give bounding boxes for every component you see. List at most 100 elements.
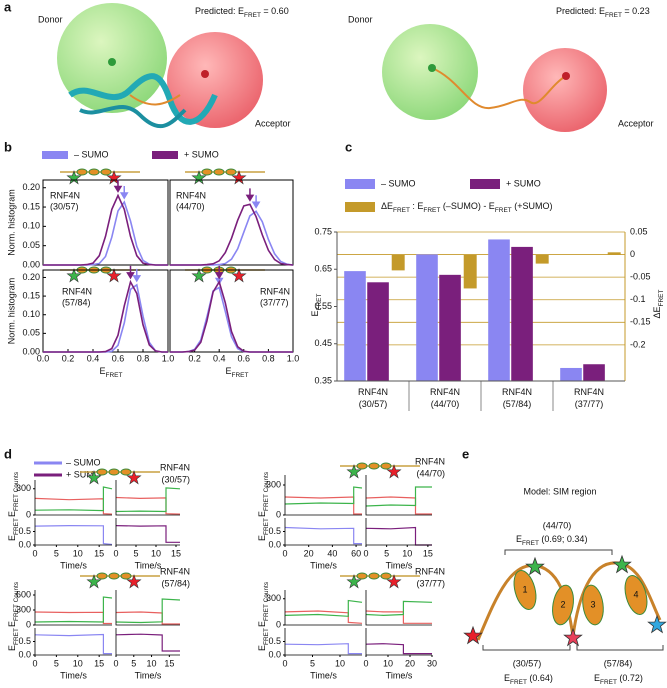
x-tick-line: (37/77) bbox=[575, 399, 604, 409]
y2-tick-label: 0.5 bbox=[268, 526, 281, 536]
acceptor-label: Acceptor bbox=[255, 118, 291, 128]
x-tick-label: 5 bbox=[384, 548, 389, 558]
panel-letter: b bbox=[4, 139, 12, 154]
y2-tick-label: 0 bbox=[630, 249, 635, 259]
peak-arrow bbox=[113, 179, 123, 193]
axes bbox=[284, 475, 362, 546]
x-tick-line: RNF4N bbox=[430, 387, 460, 397]
construct-sim bbox=[380, 462, 392, 470]
x-tick-label: 0 bbox=[363, 658, 368, 668]
trace-line bbox=[284, 496, 362, 515]
construct-sim bbox=[100, 168, 112, 176]
y-tick-label: 300 bbox=[266, 593, 281, 603]
y2-tick-label: -0.05 bbox=[630, 272, 651, 282]
construct-label: RNF4N bbox=[160, 462, 190, 472]
x-tick-label: RNF4N (44/70) bbox=[430, 387, 460, 409]
x-tick-label: 0 bbox=[32, 548, 37, 558]
x-tick-label: 0 bbox=[113, 548, 118, 558]
y2-axis-label-part: FRET bbox=[13, 518, 20, 535]
y-tick-label: 0.55 bbox=[314, 301, 332, 311]
legend-label: + SUMO bbox=[66, 469, 101, 479]
construct-sim bbox=[120, 468, 132, 476]
donor-label: Donor bbox=[348, 14, 373, 24]
construct-sim bbox=[225, 168, 237, 176]
y2-axis-label-part: E bbox=[257, 535, 267, 541]
legend-swatch bbox=[42, 151, 68, 159]
construct-sim bbox=[108, 468, 120, 476]
trace-line bbox=[365, 610, 432, 624]
trace-line bbox=[34, 486, 113, 512]
x-tick-label: 5 bbox=[133, 548, 138, 558]
construct-label: RNF4N bbox=[415, 456, 445, 466]
y-tick-label: 0.65 bbox=[314, 264, 332, 274]
y-axis-label: EFRET Counts bbox=[7, 472, 19, 517]
x-tick-label: 10 bbox=[383, 658, 393, 668]
y-axis-label-part: FRET bbox=[316, 294, 323, 311]
x-tick-label: 0 bbox=[113, 658, 118, 668]
legend-label-part: (+SUMO) bbox=[512, 201, 553, 211]
trace-line bbox=[115, 598, 181, 624]
legend-label: – SUMO bbox=[66, 457, 101, 467]
y2-axis-label-part: FRET bbox=[658, 290, 665, 307]
y2-tick-label: -0.1 bbox=[630, 294, 646, 304]
y2-tick-label: -0.15 bbox=[630, 317, 651, 327]
plot-frame bbox=[169, 269, 294, 353]
efret-value-part: (0.72) bbox=[617, 673, 643, 683]
construct-sim bbox=[96, 468, 108, 476]
x-axis-label-part: FRET bbox=[106, 372, 123, 379]
construct-label: RNF4N bbox=[160, 566, 190, 576]
x-axis-label: Time/s bbox=[310, 560, 337, 570]
x-axis-label: Time/s bbox=[60, 560, 87, 570]
bar bbox=[344, 271, 366, 381]
axes bbox=[365, 475, 432, 546]
x-axis-label: Time/s bbox=[386, 670, 413, 680]
delta-bar bbox=[463, 254, 477, 289]
x-axis-label: EFRET bbox=[226, 366, 249, 378]
y-tick-label: 0.45 bbox=[314, 338, 332, 348]
construct-sim bbox=[356, 462, 368, 470]
efret-value: EFRET (0.69; 0.34) bbox=[516, 534, 587, 546]
y-tick-label: 0.00 bbox=[22, 259, 40, 269]
panel-letter: d bbox=[4, 446, 12, 461]
bar bbox=[488, 239, 510, 381]
predicted-efret-part: = 0.23 bbox=[622, 6, 650, 16]
x-tick-label: RNF4N (57/84) bbox=[502, 387, 532, 409]
predicted-efret-part: Predicted: E bbox=[556, 6, 605, 16]
x-tick-label: 15 bbox=[423, 548, 433, 558]
x-axis-label: Time/s bbox=[386, 560, 413, 570]
y2-axis-label-part: E bbox=[7, 645, 17, 651]
y2-tick-label: 0.0 bbox=[18, 539, 31, 549]
trace-line bbox=[115, 525, 180, 543]
y-tick-label: 0.00 bbox=[22, 346, 40, 356]
legend-label-part: FRET bbox=[495, 207, 512, 214]
y-axis-label: Norm. histogram bbox=[6, 278, 16, 345]
x-axis-label-part: E bbox=[226, 366, 232, 376]
y2-axis-label-part: E bbox=[7, 535, 17, 541]
legend-label: – SUMO bbox=[74, 149, 109, 159]
efret-value: EFRET (0.72) bbox=[594, 673, 643, 685]
bar bbox=[583, 364, 605, 381]
bar bbox=[367, 282, 389, 381]
x-tick-label: 10 bbox=[151, 548, 161, 558]
trace-line bbox=[365, 600, 433, 617]
predicted-efret: Predicted: EFRET = 0.23 bbox=[556, 6, 650, 18]
plot-frame bbox=[169, 179, 294, 266]
y-axis-label: EFRET bbox=[310, 294, 322, 317]
sim-number: 1 bbox=[522, 584, 527, 594]
y-axis-label-part: E bbox=[310, 310, 320, 316]
y-axis-label-part: FRET Counts bbox=[263, 472, 270, 511]
efret-value-part: (0.69; 0.34) bbox=[539, 534, 588, 544]
construct-sim bbox=[108, 572, 120, 580]
y-axis-label-part: E bbox=[257, 511, 267, 517]
trace-line bbox=[34, 497, 113, 515]
x-tick-label: 0 bbox=[32, 658, 37, 668]
x-axis-label: EFRET bbox=[100, 366, 123, 378]
y-tick-label: 600 bbox=[16, 589, 31, 599]
y-axis-label-part: E bbox=[257, 621, 267, 627]
plot-frame bbox=[42, 179, 169, 266]
construct-label: RNF4N bbox=[50, 190, 80, 200]
panel-letter: e bbox=[462, 446, 469, 461]
donor-label: Donor bbox=[38, 14, 63, 24]
construct-sim bbox=[120, 572, 132, 580]
construct-label: (57/84) bbox=[161, 578, 190, 588]
